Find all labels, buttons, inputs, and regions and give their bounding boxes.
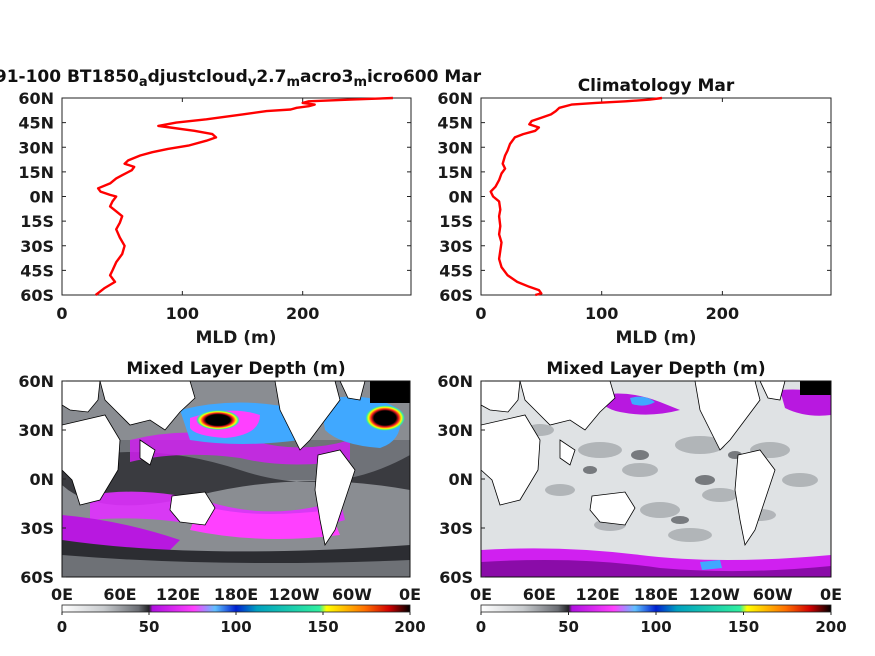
top-left-y-ticks: 60N 45N 30N 15N 0N 15S 30S 45S 60S [18,89,411,305]
bottom-left-y-ticks: 60N 30N 0N 30S 60S [18,372,66,587]
top-left-x-tick-label: 0 [56,304,67,323]
bottom-left-y-tick-label: 60S [20,568,54,587]
top-right-y-ticks: 60N 45N 30N 15N 0N 15S 30S 45S 60S [437,89,831,305]
top-right-y-tick-label: 15S [439,212,473,231]
bottom-right-colorbar [480,604,832,613]
top-left-y-tick-label: 60N [18,89,54,108]
top-right-x-tick-label: 0 [475,304,486,323]
bottom-left-colorbar-tick-label: 100 [220,618,251,636]
top-right-title: Climatology Mar [578,76,735,96]
bottom-left-x-tick-label: 0E [399,585,421,604]
top-right-x-ticks: 0 100 200 [475,98,739,323]
top-left-x-ticks: 0 100 200 [56,98,319,323]
top-left-series-line [94,96,393,296]
top-right-y-tick-label: 45N [437,114,473,133]
bottom-right-y-ticks: 60N 30N 0N 30S 60S [437,372,485,587]
top-left-title-part: m [353,75,367,90]
bottom-left-colorbar-ticks: 0 50 100 150 200 [57,612,426,636]
bottom-right-colorbar-tick-label: 150 [728,618,759,636]
top-right-axes-box [480,97,832,296]
top-right-y-tick-label: 60N [437,89,473,108]
panel-top-left: 91-100 BT1850adjustcloudv2.7macro3micro6… [0,67,482,348]
top-left-title-part: djustcloud [148,67,248,87]
panel-bottom-right: Mixed Layer Depth (m) [437,359,846,636]
bottom-right-y-tick-label: 30N [437,421,473,440]
bottom-right-y-tick-label: 60S [439,568,473,587]
top-right-y-tick-label: 30N [437,138,473,157]
bottom-left-y-tick-label: 30S [20,519,54,538]
bottom-left-x-tick-label: 120W [268,585,319,604]
bottom-left-colorbar-tick-label: 50 [139,618,160,636]
bottom-left-colorbar [61,604,411,613]
top-left-title-part: v [248,75,257,90]
bottom-right-colorbar-tick-label: 200 [815,618,846,636]
bottom-right-title: Mixed Layer Depth (m) [546,359,765,379]
top-left-x-tick-label: 200 [286,304,319,323]
bottom-left-colorbar-tick-label: 150 [307,618,338,636]
top-right-y-tick-label: 15N [437,163,473,182]
top-left-title-part: 2.7 [256,67,286,87]
top-left-y-tick-label: 60S [20,286,54,305]
bottom-left-x-tick-label: 120E [156,585,200,604]
top-right-y-tick-label: 0N [448,188,473,207]
bottom-right-x-tick-label: 0E [470,585,492,604]
top-left-x-tick-label: 100 [166,304,199,323]
top-right-x-tick-label: 200 [706,304,739,323]
bottom-right-y-tick-label: 60N [437,372,473,391]
bottom-left-y-tick-label: 60N [18,372,54,391]
panel-top-right: Climatology Mar 60N45N30N15N0N15S30S45S6… [437,76,832,348]
bottom-right-x-tick-label: 120W [689,585,740,604]
bottom-left-y-tick-label: 30N [18,421,54,440]
top-right-series-line [489,96,663,297]
bottom-left-x-tick-label: 60E [103,585,136,604]
bottom-left-colorbar-tick-label: 0 [57,618,67,636]
bottom-right-colorbar-tick-label: 100 [640,618,671,636]
top-right-x-label: MLD (m) [615,328,696,348]
top-left-y-tick-label: 15N [18,163,54,182]
top-left-title-part: acro3 [300,67,353,87]
bottom-left-x-tick-label: 0E [51,585,73,604]
top-left-y-tick-label: 45N [18,114,54,133]
bottom-left-x-ticks: 0E 60E 120E 180E 120W 60W 0E [51,585,421,604]
top-right-y-tick-label: 60S [439,286,473,305]
top-left-title-main: 91-100 BT1850 [0,67,139,87]
bottom-right-y-tick-label: 30S [439,519,473,538]
top-left-y-tick-label: 30N [18,138,54,157]
bottom-left-x-tick-label: 180E [214,585,258,604]
top-left-title-part: icro600 Mar [367,67,482,87]
top-left-y-tick-label: 15S [20,212,54,231]
top-left-title-part: a [139,75,148,90]
bottom-left-y-tick-label: 0N [29,470,54,489]
bottom-left-x-tick-label: 60W [332,585,372,604]
bottom-right-x-tick-label: 60E [523,585,556,604]
top-right-x-tick-label: 100 [585,304,618,323]
bottom-right-x-ticks: 0E 60E 120E 180E 120W 60W 0E [470,585,842,604]
top-right-y-tick-label: 45S [439,261,473,280]
bottom-right-x-tick-label: 180E [634,585,678,604]
bottom-right-colorbar-tick-label: 50 [558,618,579,636]
bottom-right-colorbar-ticks: 0 50 100 150 200 [476,612,847,636]
top-left-y-tick-label: 30S [20,237,54,256]
bottom-right-y-tick-label: 0N [448,470,473,489]
bottom-right-x-tick-label: 60W [753,585,793,604]
top-left-x-label: MLD (m) [195,328,276,348]
bottom-right-x-tick-label: 0E [820,585,842,604]
bottom-left-map-field [62,381,410,577]
top-left-y-tick-label: 0N [29,188,54,207]
top-left-y-tick-label: 45S [20,261,54,280]
panel-bottom-left: Mixed Layer Depth (m) [18,359,425,636]
bottom-left-colorbar-tick-label: 200 [394,618,425,636]
bottom-left-title: Mixed Layer Depth (m) [126,359,345,379]
bottom-right-colorbar-tick-label: 0 [476,618,486,636]
top-right-y-tick-label: 30S [439,237,473,256]
bottom-right-x-tick-label: 120E [576,585,620,604]
bottom-right-map-field [481,381,831,577]
top-left-title: 91-100 BT1850adjustcloudv2.7macro3micro6… [0,67,482,90]
top-left-title-part: m [286,75,300,90]
top-left-axes-box [61,97,412,296]
